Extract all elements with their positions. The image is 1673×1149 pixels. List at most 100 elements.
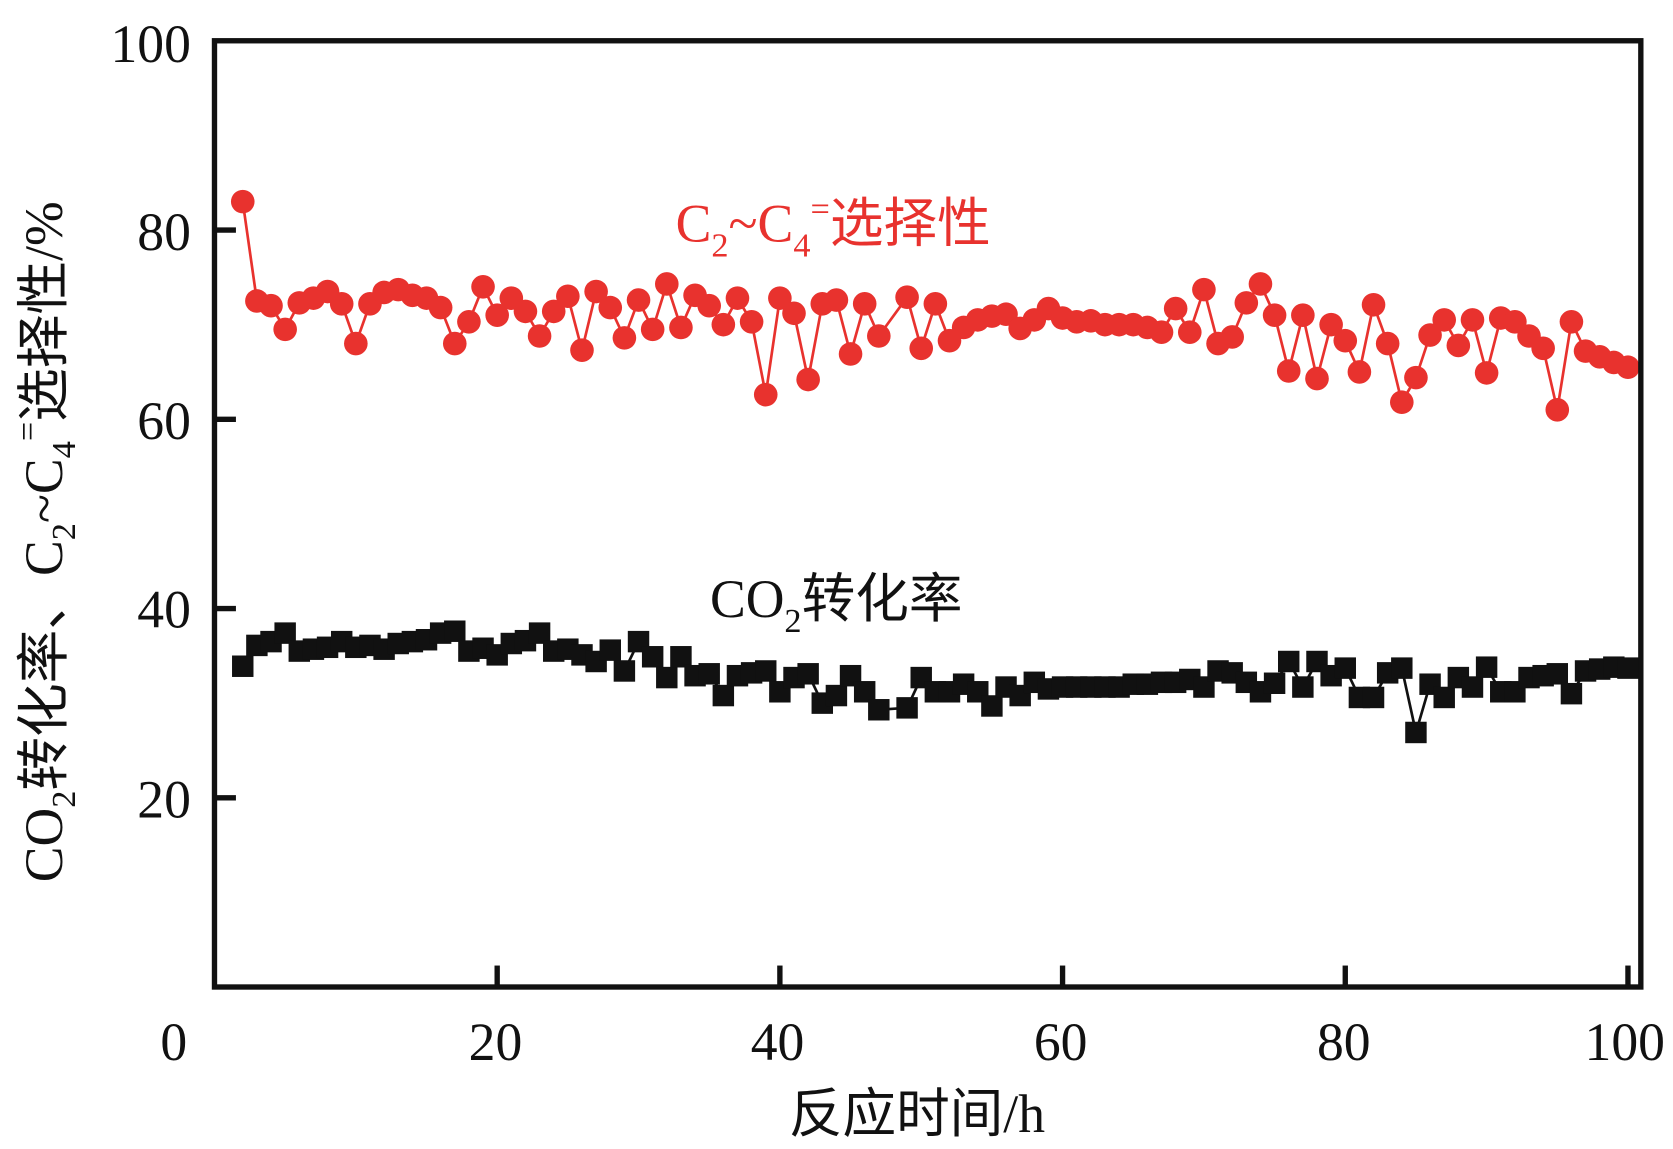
data-point (1362, 686, 1385, 709)
x-axis-title: 反应时间/h (789, 1084, 1045, 1144)
series-1 (232, 620, 1639, 744)
data-point (825, 684, 848, 707)
data-point (641, 646, 664, 668)
data-point (232, 655, 254, 677)
data-point (428, 295, 453, 320)
data-point (1333, 328, 1358, 353)
data-point (867, 324, 891, 348)
data-point (1278, 650, 1300, 673)
data-point (471, 274, 495, 299)
data-point (1432, 308, 1457, 332)
data-point (1404, 365, 1428, 390)
data-point (1531, 336, 1555, 361)
data-point (344, 331, 368, 356)
data-point (1347, 360, 1372, 384)
y-tick-label: 80 (137, 202, 191, 262)
data-point (1149, 320, 1174, 345)
data-point (1461, 676, 1484, 698)
data-point (895, 285, 919, 309)
data-point (570, 338, 594, 362)
y-title-sub: 2 (45, 791, 83, 808)
data-point (230, 189, 255, 214)
data-point (670, 646, 692, 668)
data-point (1375, 331, 1400, 356)
data-point (838, 342, 863, 366)
data-point (599, 639, 621, 661)
data-point (1390, 390, 1414, 415)
data-point (1192, 277, 1216, 302)
y-title-part: CO (14, 808, 74, 883)
data-point (541, 299, 566, 324)
data-point (273, 317, 297, 342)
data-point (868, 699, 890, 721)
data-point (1446, 333, 1471, 358)
data-point (527, 324, 552, 348)
data-point (755, 660, 777, 682)
data-point (797, 663, 819, 685)
data-point (697, 293, 721, 318)
series-0 (230, 189, 1640, 422)
anno-part: C (676, 193, 712, 253)
y-axis-title: CO2转化率、C2~C4=选择性/% (9, 201, 83, 882)
data-point (1291, 303, 1315, 327)
data-point (1418, 323, 1442, 347)
x-tick-label: 0 (160, 1012, 187, 1072)
data-point (768, 286, 792, 310)
data-point (444, 620, 466, 642)
data-point (274, 622, 296, 644)
y-title-sup: = (9, 422, 47, 441)
data-point (528, 622, 551, 644)
data-point (1474, 361, 1499, 385)
data-point (1319, 312, 1343, 337)
data-point (656, 666, 678, 689)
data-point (485, 303, 509, 327)
data-point (796, 367, 820, 392)
anno-sub: 4 (793, 226, 810, 264)
data-point (1475, 656, 1498, 678)
data-point (824, 288, 849, 312)
y-tick-label: 60 (137, 391, 191, 451)
data-point (712, 684, 735, 707)
data-point (1262, 303, 1287, 327)
data-point (1177, 320, 1202, 345)
data-point (598, 295, 623, 320)
ticks (214, 227, 1631, 988)
y-tick-label: 40 (137, 580, 191, 640)
y-title-part: 转化率、C (14, 540, 74, 790)
data-point (1545, 397, 1570, 422)
anno-sup: = (810, 190, 829, 228)
data-point (923, 292, 948, 316)
data-point (1163, 296, 1188, 321)
data-point (1276, 359, 1301, 383)
data-point (457, 309, 481, 334)
data-point (981, 695, 1003, 717)
y-title-part: 选择性/% (14, 201, 74, 421)
selectivity-annotation: C2~C4=选择性 (676, 190, 991, 264)
anno-part: 选择性 (830, 193, 991, 253)
x-tick-label: 60 (1034, 1012, 1088, 1072)
data-point (852, 292, 877, 316)
data-point (711, 312, 736, 337)
data-point (896, 697, 918, 719)
y-title-sub: 2 (45, 523, 83, 540)
data-point (1292, 676, 1314, 698)
data-point (1560, 682, 1583, 705)
data-point (725, 286, 750, 310)
data-point (259, 293, 283, 318)
data-point (1263, 672, 1286, 694)
data-point (1248, 272, 1273, 296)
x-tick-label: 20 (469, 1012, 523, 1072)
data-point (640, 317, 665, 342)
data-point (782, 301, 806, 326)
series-layer (230, 189, 1640, 744)
data-point (1234, 291, 1259, 315)
data-point (329, 292, 354, 316)
data-point (613, 660, 636, 682)
data-point (584, 279, 608, 304)
data-point (669, 315, 693, 340)
conversion-annotation: CO2转化率 (710, 569, 963, 640)
data-point (556, 284, 580, 309)
data-point (1391, 657, 1413, 679)
data-point (1617, 657, 1639, 679)
